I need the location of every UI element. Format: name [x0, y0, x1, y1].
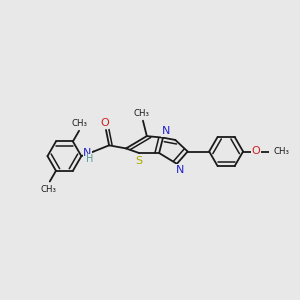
Text: CH₃: CH₃ [273, 147, 289, 156]
Text: S: S [136, 156, 143, 166]
Text: N: N [176, 165, 184, 175]
Text: N: N [162, 127, 170, 136]
Text: H: H [86, 154, 94, 164]
Text: N: N [83, 148, 92, 158]
Text: O: O [100, 118, 109, 128]
Text: CH₃: CH₃ [134, 109, 149, 118]
Text: CH₃: CH₃ [40, 185, 56, 194]
Text: O: O [252, 146, 260, 157]
Text: CH₃: CH₃ [71, 119, 87, 128]
